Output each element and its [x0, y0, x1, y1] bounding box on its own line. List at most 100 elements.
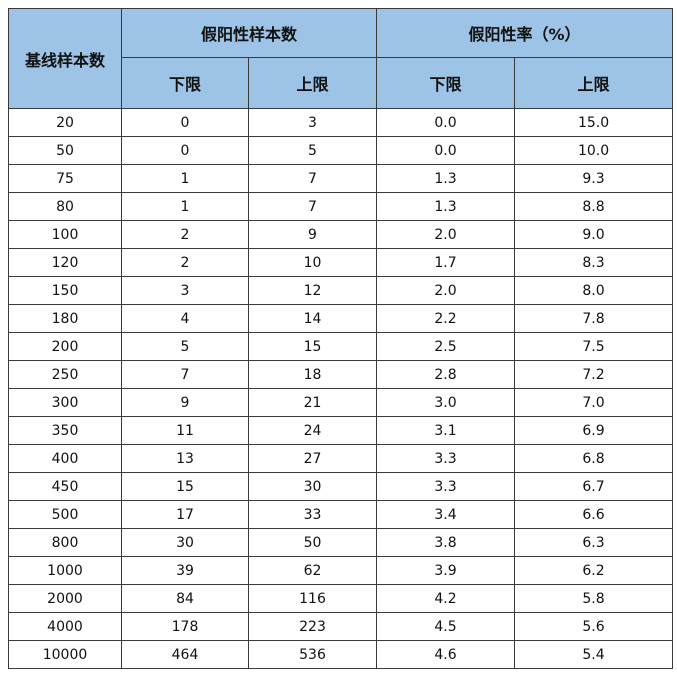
- table-row: 80 1 7 1.3 8.8: [8, 192, 674, 221]
- table-cell: 8.0: [514, 276, 674, 305]
- table-cell: 50: [247, 528, 378, 557]
- table-cell: 5: [247, 136, 378, 165]
- table-cell: 3: [121, 276, 249, 305]
- header-cell: 上限: [247, 57, 378, 109]
- data-table: 基线样本数 假阳性样本数 假阳性率（%） 下限 上限 下限 上限 20 0 3 0.0 15.…: [8, 8, 674, 669]
- header-cell: 下限: [121, 57, 249, 109]
- table-row: 20 0 3 0.0 15.0: [8, 108, 674, 137]
- table-cell: 1000: [8, 556, 122, 585]
- table-cell: 3.9: [376, 556, 516, 585]
- table-row: 4000 178 223 4.5 5.6: [8, 612, 674, 641]
- table-cell: 1.3: [376, 192, 516, 221]
- table-row: 50 0 5 0.0 10.0: [8, 136, 674, 165]
- table-cell: 21: [247, 388, 378, 417]
- header-cell: 上限: [514, 57, 674, 109]
- table-cell: 200: [8, 332, 122, 361]
- table-cell: 500: [8, 500, 122, 529]
- table-cell: 2000: [8, 584, 122, 613]
- table-cell: 5: [121, 332, 249, 361]
- table-cell: 464: [121, 640, 249, 669]
- table-cell: 84: [121, 584, 249, 613]
- table-cell: 4: [121, 304, 249, 333]
- table-cell: 7: [247, 164, 378, 193]
- table-cell: 223: [247, 612, 378, 641]
- table-cell: 18: [247, 360, 378, 389]
- table-cell: 3.3: [376, 444, 516, 473]
- table-cell: 7.8: [514, 304, 674, 333]
- table-cell: 5.6: [514, 612, 674, 641]
- table-cell: 33: [247, 500, 378, 529]
- table-cell: 17: [121, 500, 249, 529]
- table-cell: 7: [121, 360, 249, 389]
- table-cell: 2.5: [376, 332, 516, 361]
- table-cell: 7: [247, 192, 378, 221]
- table-cell: 1.3: [376, 164, 516, 193]
- table-cell: 15: [121, 472, 249, 501]
- table-cell: 180: [8, 304, 122, 333]
- table-row: 450 15 30 3.3 6.7: [8, 472, 674, 501]
- table-cell: 400: [8, 444, 122, 473]
- header-cell: 假阳性样本数: [120, 8, 378, 58]
- table-cell: 8.8: [514, 192, 674, 221]
- table-cell: 7.0: [514, 388, 674, 417]
- table-cell: 62: [247, 556, 378, 585]
- table-cell: 3.4: [376, 500, 516, 529]
- table-cell: 2.0: [376, 276, 516, 305]
- table-cell: 4000: [8, 612, 122, 641]
- table-cell: 10.0: [514, 136, 674, 165]
- table-cell: 6.8: [514, 444, 674, 473]
- table-cell: 1: [121, 164, 249, 193]
- table-cell: 3.0: [376, 388, 516, 417]
- table-row: 300 9 21 3.0 7.0: [8, 388, 674, 417]
- table-cell: 4.5: [376, 612, 516, 641]
- table-cell: 536: [247, 640, 378, 669]
- table-cell: 3.8: [376, 528, 516, 557]
- table-cell: 4.2: [376, 584, 516, 613]
- table-cell: 4.6: [376, 640, 516, 669]
- table-cell: 6.3: [514, 528, 674, 557]
- table-cell: 30: [121, 528, 249, 557]
- table-row: 500 17 33 3.4 6.6: [8, 500, 674, 529]
- table-cell: 150: [8, 276, 122, 305]
- table-cell: 0: [121, 136, 249, 165]
- table-cell: 120: [8, 248, 122, 277]
- table-cell: 2.0: [376, 220, 516, 249]
- table-cell: 14: [247, 304, 378, 333]
- table-cell: 1.7: [376, 248, 516, 277]
- table-cell: 7.2: [514, 360, 674, 389]
- table-cell: 24: [247, 416, 378, 445]
- table-row: 10000 464 536 4.6 5.4: [8, 640, 674, 669]
- table-row: 1000 39 62 3.9 6.2: [8, 556, 674, 585]
- table-cell: 10: [247, 248, 378, 277]
- table-cell: 50: [8, 136, 122, 165]
- table-cell: 0.0: [376, 136, 516, 165]
- table-cell: 116: [247, 584, 378, 613]
- table-row: 180 4 14 2.2 7.8: [8, 304, 674, 333]
- table-row: 350 11 24 3.1 6.9: [8, 416, 674, 445]
- table-cell: 9.0: [514, 220, 674, 249]
- table-row: 100 2 9 2.0 9.0: [8, 220, 674, 249]
- table-cell: 3.3: [376, 472, 516, 501]
- table-cell: 350: [8, 416, 122, 445]
- table-cell: 0: [121, 108, 249, 137]
- table-cell: 80: [8, 192, 122, 221]
- table-cell: 12: [247, 276, 378, 305]
- header-cell: 假阳性率（%）: [376, 8, 674, 58]
- table-cell: 250: [8, 360, 122, 389]
- table-cell: 27: [247, 444, 378, 473]
- table-cell: 6.2: [514, 556, 674, 585]
- table-cell: 13: [121, 444, 249, 473]
- table-cell: 6.9: [514, 416, 674, 445]
- table-cell: 1: [121, 192, 249, 221]
- table-row: 800 30 50 3.8 6.3: [8, 528, 674, 557]
- table-cell: 3: [247, 108, 378, 137]
- table-cell: 15.0: [514, 108, 674, 137]
- table-row: 2000 84 116 4.2 5.8: [8, 584, 674, 613]
- table-cell: 2.2: [376, 304, 516, 333]
- table-row: 120 2 10 1.7 8.3: [8, 248, 674, 277]
- table-cell: 9: [247, 220, 378, 249]
- table-cell: 2: [121, 248, 249, 277]
- table-cell: 30: [247, 472, 378, 501]
- table-cell: 2: [121, 220, 249, 249]
